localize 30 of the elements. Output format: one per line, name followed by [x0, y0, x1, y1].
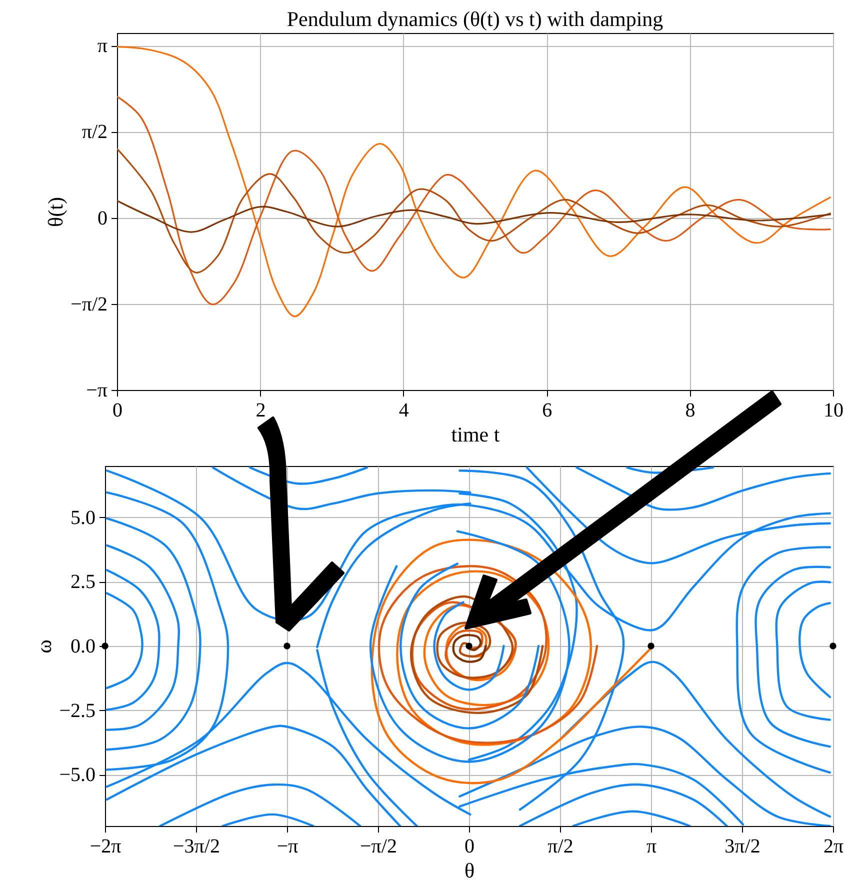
x-tick-label: −3π/2: [173, 836, 220, 858]
x-tick-label: 2: [256, 400, 266, 422]
y-tick-label: −5.0: [59, 764, 96, 786]
y-tick-label: π: [97, 35, 108, 58]
x-tick-label: 4: [398, 400, 409, 422]
y-tick-label: −π/2: [70, 293, 108, 316]
y-tick-label: 0.0: [70, 636, 96, 658]
x-tick-label: π: [646, 836, 657, 858]
x-tick-label: 3π/2: [724, 836, 760, 858]
y-tick-label: −2.5: [59, 700, 96, 722]
x-axis-title: time t: [451, 422, 500, 446]
x-tick-label: 2π: [823, 836, 844, 858]
x-tick-label: 6: [542, 400, 552, 422]
y-tick-label: π/2: [82, 121, 108, 144]
y-axis-title: ω: [32, 640, 56, 654]
y-tick-label: 0: [98, 207, 108, 230]
y-tick-label: −π: [86, 380, 108, 402]
x-tick-label: 10: [824, 400, 844, 422]
chart-title: Pendulum dynamics (θ(t) vs t) with damping: [286, 7, 664, 31]
x-tick-label: 0: [464, 836, 474, 858]
x-tick-label: −π/2: [360, 836, 397, 858]
y-tick-label: 2.5: [70, 571, 96, 594]
x-tick-label: π/2: [548, 836, 574, 858]
x-tick-label: −π: [276, 836, 298, 858]
y-axis-title: θ(t): [44, 197, 68, 227]
x-tick-label: 8: [685, 400, 696, 422]
x-tick-label: 0: [112, 400, 122, 422]
x-tick-label: −2π: [90, 836, 122, 858]
y-tick-label: 5.0: [70, 506, 96, 529]
x-axis-title: θ: [464, 858, 475, 882]
